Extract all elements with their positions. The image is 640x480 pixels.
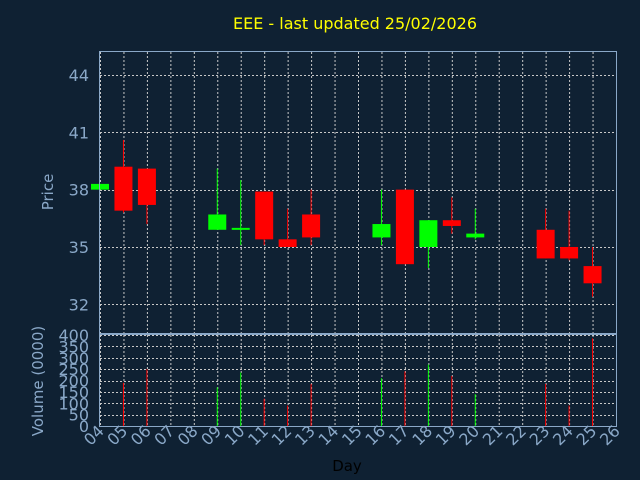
candle-body <box>442 220 461 226</box>
candle-body <box>255 191 274 240</box>
candle <box>208 168 227 230</box>
candle-body <box>208 214 227 230</box>
price-tick-label: 35 <box>69 238 89 257</box>
price-tick-label: 32 <box>69 295 89 314</box>
candle-body <box>466 233 485 238</box>
candles <box>91 139 602 297</box>
volume-tick-label: 50 <box>69 406 89 425</box>
candle-body <box>137 168 156 205</box>
candle-body <box>419 220 438 247</box>
candle <box>419 220 438 269</box>
price-axis-title: Price <box>39 174 57 211</box>
volume-tick-label: 150 <box>58 383 89 402</box>
candle <box>278 208 297 247</box>
volume-axis-title: Volume (0000) <box>29 326 47 436</box>
price-grid <box>100 52 617 333</box>
volume-tick-label: 100 <box>58 394 89 413</box>
volume-tick-label: 400 <box>58 326 89 345</box>
candle <box>114 139 133 213</box>
candle-body <box>583 266 602 284</box>
volume-tick-label: 250 <box>58 360 89 379</box>
candle-body <box>395 189 414 265</box>
candle-body <box>114 166 133 211</box>
candle-body <box>560 246 579 259</box>
volume-tick-label: 200 <box>58 372 89 391</box>
x-tick-label: 26 <box>596 421 624 449</box>
candle-body <box>372 224 391 238</box>
price-tick-label: 44 <box>69 66 89 85</box>
candle <box>583 246 602 297</box>
volume-grid <box>100 335 617 427</box>
price-axis: 32 35 38 41 44 <box>69 66 89 314</box>
candle <box>466 208 485 240</box>
x-axis-title: Day <box>332 457 362 475</box>
price-tick-label: 41 <box>69 123 89 142</box>
chart-title: EEE - last updated 25/02/2026 <box>233 14 477 33</box>
volume-tick-label: 350 <box>58 337 89 356</box>
volume-bars <box>122 338 594 426</box>
candle-body <box>536 229 555 259</box>
x-axis: 0405060708091011121314151617181920212223… <box>80 421 624 449</box>
candle <box>302 189 321 246</box>
price-tick-label: 38 <box>69 181 89 200</box>
volume-panel-frame <box>99 334 617 427</box>
candle <box>442 197 461 234</box>
candle <box>536 208 555 259</box>
candle <box>372 189 391 246</box>
volume-tick-label: 0 <box>79 417 89 436</box>
candle-body <box>231 227 250 230</box>
candle <box>395 189 414 265</box>
candle <box>137 168 156 225</box>
candle <box>560 210 579 261</box>
volume-tick-label: 300 <box>58 349 89 368</box>
candle <box>231 180 250 246</box>
candle-body <box>278 239 297 247</box>
candle <box>255 191 274 246</box>
price-panel-frame <box>99 51 617 334</box>
candle-body <box>302 214 321 238</box>
